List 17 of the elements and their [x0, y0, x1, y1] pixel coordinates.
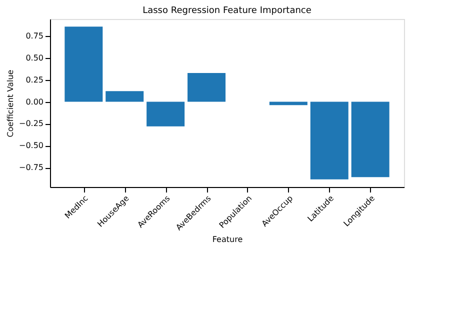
y-tick-label: 0.75 [26, 31, 44, 40]
x-axis-title: Feature [212, 235, 243, 244]
bar [269, 102, 308, 106]
bar [188, 72, 226, 102]
y-tick-label: −0.75 [18, 163, 44, 172]
y-tick-label: 0.00 [26, 97, 44, 106]
bar [106, 91, 144, 102]
y-tick-label: 0.25 [26, 75, 44, 84]
y-axis-title: Coefficient Value [6, 70, 15, 138]
bar [146, 102, 185, 126]
bar [64, 26, 103, 102]
y-tick-label: −0.25 [18, 119, 44, 128]
y-tick-label: −0.50 [18, 141, 44, 150]
bar [310, 102, 348, 180]
bar [351, 102, 390, 178]
y-tick-label: 0.50 [26, 53, 44, 62]
chart-title: Lasso Regression Feature Importance [142, 6, 312, 16]
